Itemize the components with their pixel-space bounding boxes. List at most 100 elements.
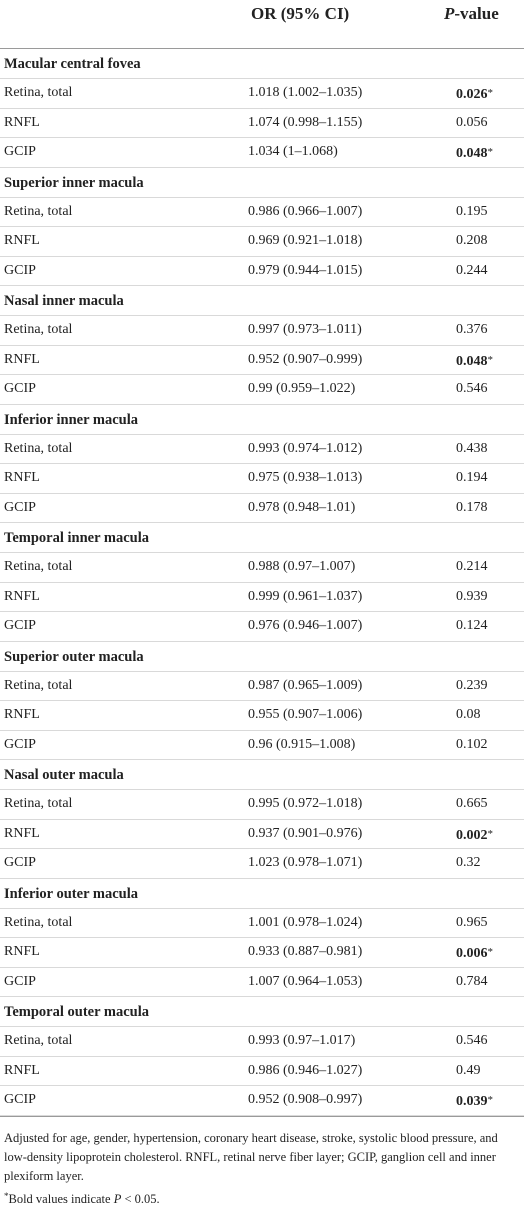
table-row: GCIP 0.978 (0.948–1.01) 0.178	[0, 494, 524, 523]
p-value-number: 0.056	[456, 114, 488, 130]
header-or-ci: OR (95% CI)	[251, 4, 350, 23]
group-title: Nasal inner macula	[0, 287, 524, 316]
p-value: 0.784	[456, 968, 488, 997]
group-title: Temporal inner macula	[0, 524, 524, 553]
table-row: Retina, total 0.986 (0.966–1.007) 0.195	[0, 198, 524, 227]
measure-name: Retina, total	[4, 559, 73, 574]
p-value: 0.006*	[456, 938, 493, 969]
table-row: RNFL 0.937 (0.901–0.976) 0.002*	[0, 820, 524, 851]
p-value: 0.438	[456, 435, 488, 464]
p-value-number: 0.048	[456, 146, 488, 161]
or-ci-value: 0.993 (0.974–1.012)	[248, 440, 363, 456]
group-title: Superior inner macula	[0, 169, 524, 198]
p-value-number: 0.438	[456, 440, 488, 456]
or-ci-value: 1.018 (1.002–1.035)	[248, 85, 363, 100]
p-value: 0.194	[456, 464, 488, 493]
measure-name: RNFL	[4, 707, 40, 722]
measure-name: Retina, total	[4, 1033, 73, 1048]
header-p-rest: -value	[454, 4, 499, 23]
measure-name: RNFL	[4, 114, 40, 130]
p-value: 0.49	[456, 1057, 481, 1086]
or-ci-value: 1.074 (0.998–1.155)	[248, 114, 363, 130]
table-row: Retina, total 0.993 (0.974–1.012) 0.438	[0, 435, 524, 464]
or-ci-value: 0.96 (0.915–1.008)	[248, 736, 356, 752]
table-row: RNFL 0.999 (0.961–1.037) 0.939	[0, 583, 524, 612]
group-title: Inferior outer macula	[0, 880, 524, 909]
p-value-number: 0.376	[456, 322, 488, 337]
measure-name: GCIP	[4, 499, 36, 515]
or-ci-value: 0.952 (0.908–0.997)	[248, 1092, 363, 1107]
measure-name: GCIP	[4, 144, 36, 159]
table-row: Retina, total 0.993 (0.97–1.017) 0.546	[0, 1027, 524, 1057]
p-value: 0.546	[456, 1027, 488, 1056]
group-title: Macular central fovea	[0, 50, 524, 79]
measure-name: RNFL	[4, 470, 40, 485]
p-value: 0.048*	[456, 346, 493, 377]
table-row: Retina, total 0.988 (0.97–1.007) 0.214	[0, 553, 524, 583]
table-row: Retina, total 0.987 (0.965–1.009) 0.239	[0, 672, 524, 701]
table-row: RNFL 0.952 (0.907–0.999) 0.048*	[0, 346, 524, 377]
measure-name: RNFL	[4, 351, 40, 367]
p-value-number: 0.49	[456, 1062, 481, 1078]
p-value: 0.965	[456, 909, 488, 938]
p-value: 0.195	[456, 198, 488, 227]
p-value: 0.048*	[456, 138, 493, 169]
table-row: RNFL 1.074 (0.998–1.155) 0.056	[0, 109, 524, 138]
p-value-number: 0.039	[456, 1094, 488, 1109]
p-value-number: 0.124	[456, 618, 488, 633]
measure-name: GCIP	[4, 618, 36, 633]
or-ci-value: 1.034 (1–1.068)	[248, 144, 338, 159]
p-value: 0.002*	[456, 820, 493, 851]
significance-star: *	[487, 1094, 494, 1106]
measure-name: Retina, total	[4, 914, 73, 930]
footnote-bold-prefix: Bold values indicate	[8, 1191, 114, 1206]
p-value-number: 0.239	[456, 677, 488, 693]
p-value: 0.244	[456, 257, 488, 286]
measure-name: RNFL	[4, 944, 40, 959]
p-value-number: 0.208	[456, 233, 488, 248]
or-ci-value: 0.997 (0.973–1.011)	[248, 322, 362, 337]
significance-star: *	[487, 353, 494, 366]
p-value-number: 0.214	[456, 559, 488, 574]
measure-name: GCIP	[4, 1092, 36, 1107]
p-value-number: 0.006	[456, 946, 488, 961]
p-value: 0.32	[456, 849, 481, 878]
table-header: OR (95% CI) P-value	[0, 0, 524, 49]
table-row: GCIP 1.034 (1–1.068) 0.048*	[0, 138, 524, 168]
or-ci-value: 0.969 (0.921–1.018)	[248, 233, 363, 248]
p-value-number: 0.08	[456, 707, 481, 722]
p-value: 0.239	[456, 672, 488, 701]
p-value: 0.208	[456, 227, 488, 256]
or-ci-value: 0.986 (0.966–1.007)	[248, 203, 363, 219]
or-ci-value: 0.979 (0.944–1.015)	[248, 262, 363, 278]
table-bottom-rule	[0, 1115, 524, 1117]
p-value-number: 0.784	[456, 973, 488, 989]
p-value-number: 0.665	[456, 796, 488, 811]
significance-star: *	[487, 87, 494, 99]
significance-star: *	[487, 146, 494, 158]
p-value-number: 0.244	[456, 262, 488, 278]
measure-name: GCIP	[4, 855, 36, 870]
table-row: GCIP 0.979 (0.944–1.015) 0.244	[0, 257, 524, 286]
measure-name: GCIP	[4, 973, 36, 989]
p-value: 0.056	[456, 109, 488, 138]
significance-star: *	[487, 946, 494, 958]
table-row: Retina, total 0.995 (0.972–1.018) 0.665	[0, 790, 524, 820]
p-value-number: 0.102	[456, 736, 488, 752]
table-row: RNFL 0.969 (0.921–1.018) 0.208	[0, 227, 524, 257]
table-row: RNFL 0.986 (0.946–1.027) 0.49	[0, 1057, 524, 1086]
measure-name: RNFL	[4, 588, 40, 604]
p-value: 0.124	[456, 612, 488, 641]
table-body: Macular central fovea Retina, total 1.018 …	[0, 50, 524, 1116]
p-value-number: 0.178	[456, 499, 488, 515]
header-p-italic: P	[444, 4, 455, 23]
p-value: 0.178	[456, 494, 488, 523]
significance-star: *	[487, 827, 494, 840]
p-value-number: 0.546	[456, 381, 488, 396]
group-title: Inferior inner macula	[0, 406, 524, 435]
table-row: GCIP 0.976 (0.946–1.007) 0.124	[0, 612, 524, 642]
p-value: 0.08	[456, 701, 481, 730]
measure-name: Retina, total	[4, 203, 73, 219]
group-title: Temporal outer macula	[0, 998, 524, 1027]
measure-name: Retina, total	[4, 796, 73, 811]
